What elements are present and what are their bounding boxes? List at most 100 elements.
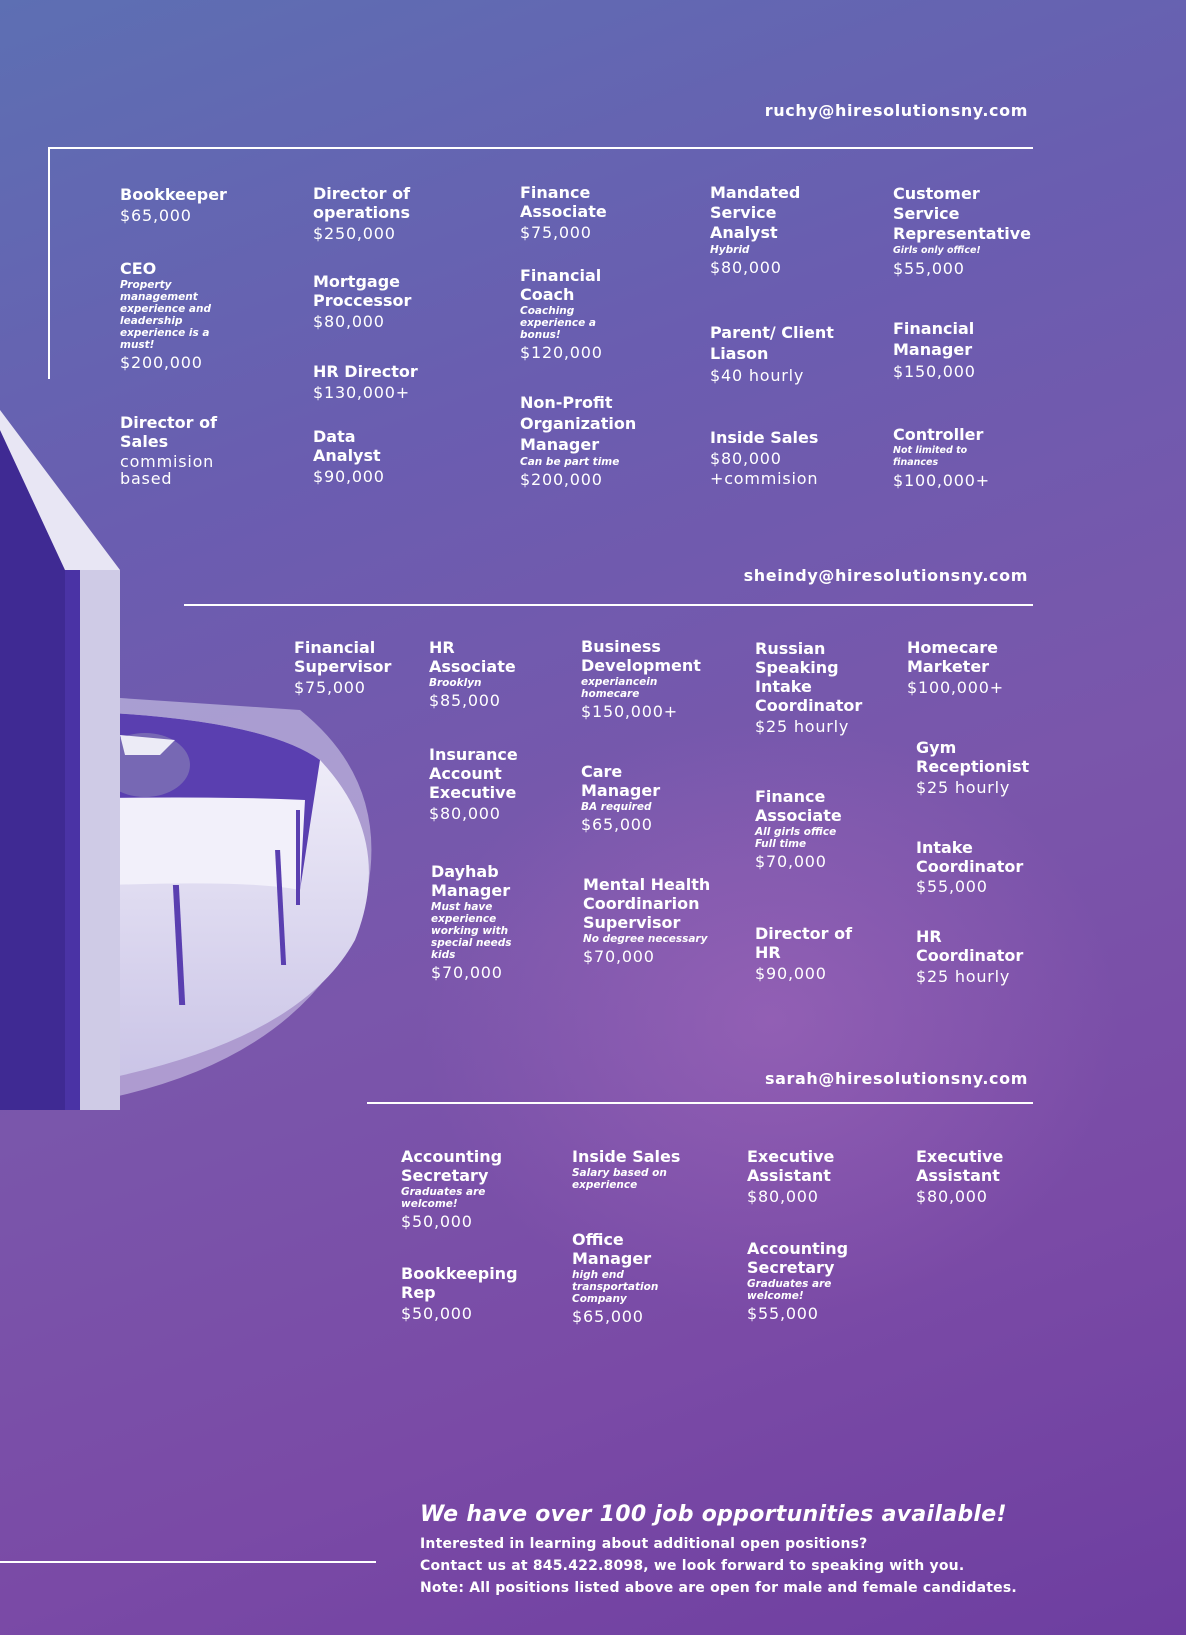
job-pay: $80,000 [747,1187,819,1206]
job-title: Office Manager [572,1230,652,1268]
job-listing: Director of HR $90,000 [755,924,855,984]
job-note: experiancein homecare [581,676,658,700]
recruiter-email-sarah[interactable]: sarah@hiresolutionsny.com [764,1069,1028,1088]
job-listing: Bookkeeping Rep $50,000 [401,1264,521,1324]
job-listing: Non-Profit Organization Manager Can be p… [520,392,660,490]
recruiter-email-sheindy[interactable]: sheindy@hiresolutionsny.com [743,566,1028,585]
job-title: Care Manager [581,762,661,800]
section-divider [48,147,1033,149]
job-note: Must have experience working with specia… [431,901,512,961]
job-listing: Accounting Secretary Graduates are welco… [401,1147,511,1232]
job-title: Controller [893,425,984,444]
job-title: CEO [120,259,157,278]
job-listing: Executive Assistant $80,000 [916,1147,1016,1207]
job-pay: $75,000 [294,678,366,697]
job-pay: $150,000+ [581,702,678,721]
footer-headline: We have over 100 job opportunities avail… [420,1502,1007,1527]
job-pay: $250,000 [313,224,396,243]
footer-line: Interested in learning about additional … [420,1536,868,1552]
section-divider [184,604,1033,606]
job-pay: $70,000 [583,947,655,966]
job-title: Director of HR [755,924,853,962]
job-listing: Director of Sales commision based [120,413,230,487]
job-pay: $150,000 [893,362,976,381]
job-pay: $80,000 [916,1187,988,1206]
recruiter-email-ruchy[interactable]: ruchy@hiresolutionsny.com [764,101,1028,120]
footer-divider [0,1561,376,1563]
job-pay: $80,000 [313,312,385,331]
job-title: Finance Associate [755,787,842,825]
job-note: Can be part time [520,456,620,468]
job-title: HR Associate [429,638,516,676]
job-listing: Inside Sales $80,000 +commision [710,428,840,489]
job-note: Not limited to finances [893,445,968,468]
footer-contact-line: Contact us at 845.422.8098, we look forw… [420,1558,965,1574]
job-title: Inside Sales [572,1147,681,1166]
job-pay: $55,000 [747,1304,819,1323]
job-listing: Customer Service Representative Girls on… [893,184,1031,279]
job-title: Dayhab Manager [431,862,511,900]
job-pay: $65,000 [572,1307,644,1326]
job-pay: $100,000+ [907,678,1004,697]
job-title: Customer Service Representative [893,184,1031,243]
job-title: HR Director [313,362,418,381]
job-listing: Inside Sales Salary based on experience [572,1147,682,1193]
section-bracket [48,147,50,379]
office-desk-illustration [0,410,372,1110]
job-listing: Russian Speaking Intake Coordinator $25 … [755,639,875,737]
job-note: Hybrid [710,244,750,256]
job-pay: $200,000 [120,353,203,372]
job-pay: $55,000 [916,877,988,896]
job-listing: Controller Not limited to finances $100,… [893,425,990,491]
job-pay: $90,000 [755,964,827,983]
job-listing: HR Associate Brooklyn $85,000 [429,638,529,711]
job-listing: Intake Coordinator $55,000 [916,838,1031,895]
background-glow [420,720,1120,1320]
job-note: Girls only office! [893,245,981,256]
job-pay: $50,000 [401,1212,473,1231]
job-pay: $80,000 [429,804,501,823]
job-title: Financial Coach [520,266,602,304]
job-listing: Mandated Service Analyst Hybrid $80,000 [710,183,810,278]
job-listing: HR Director $130,000+ [313,362,493,403]
job-listing: Financial Manager $150,000 [893,318,983,382]
job-title: HR Coordinator [916,927,1024,965]
job-pay: $80,000 [710,258,782,277]
job-note: Salary based on experience [572,1167,667,1191]
job-pay: $80,000 +commision [710,449,819,488]
job-listing: Homecare Marketer $100,000+ [907,638,1007,698]
job-listing: Accounting Secretary Graduates are welco… [747,1239,857,1324]
section-divider [367,1102,1033,1104]
job-title: Data Analyst [313,427,381,465]
job-listing: Gym Receptionist $25 hourly [916,738,1036,798]
job-title: Director of Sales [120,413,218,451]
job-title: Accounting Secretary [401,1147,503,1185]
job-title: Bookkeeping Rep [401,1264,518,1302]
job-listing: Dayhab Manager Must have experience work… [431,862,526,983]
job-title: Mortgage Proccessor [313,272,412,310]
job-title: Homecare Marketer [907,638,998,676]
job-title: Bookkeeper [120,185,227,204]
job-note: Graduates are welcome! [747,1278,832,1302]
job-listing: Mental Health Coordinarion Supervisor No… [583,875,713,967]
job-pay: $120,000 [520,343,603,362]
job-pay: $85,000 [429,691,501,710]
job-listing: Financial Supervisor $75,000 [294,638,404,698]
job-note: Coaching experience a bonus! [520,305,596,341]
job-title: Executive Assistant [747,1147,835,1185]
job-title: Accounting Secretary [747,1239,849,1277]
job-title: Russian Speaking Intake Coordinator [755,639,863,715]
job-pay: $100,000+ [893,471,990,490]
job-title: Mandated Service Analyst [710,183,801,242]
job-note: high end transportation Company [572,1269,659,1305]
job-note: Property management experience and leade… [120,279,211,351]
job-pay: $90,000 [313,467,385,486]
job-listing: Bookkeeper $65,000 [120,185,300,226]
job-pay: $200,000 [520,470,603,489]
job-pay: $70,000 [755,852,827,871]
job-title: Intake Coordinator [916,838,1024,876]
job-pay: $65,000 [581,815,653,834]
job-pay: $55,000 [893,259,965,278]
job-pay: $130,000+ [313,383,410,402]
job-listing: Finance Associate $75,000 [520,183,620,243]
